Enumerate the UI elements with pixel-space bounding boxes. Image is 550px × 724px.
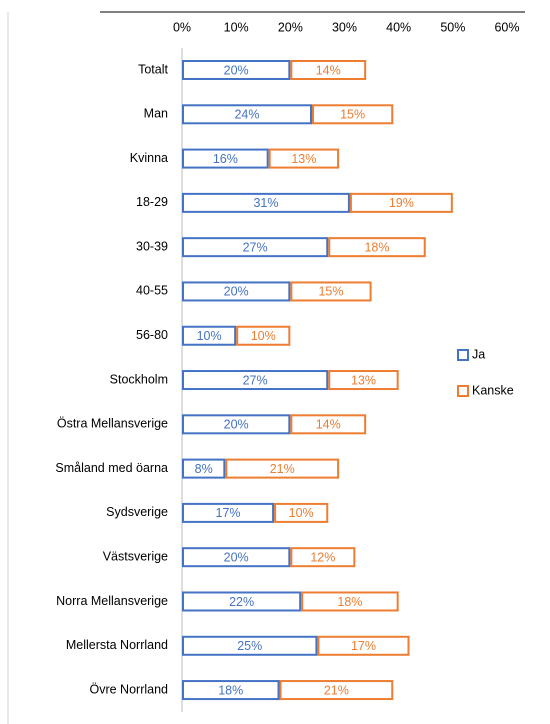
bar-segment — [274, 502, 329, 523]
bar-segment — [182, 281, 291, 302]
y-tick-label: 40-55 — [136, 284, 168, 298]
value-label: 14% — [316, 418, 341, 432]
bar-segment — [349, 192, 453, 213]
value-label: 13% — [351, 373, 376, 387]
bar-segment — [182, 370, 329, 391]
x-tick-label: 50% — [440, 20, 465, 34]
bar-segment — [312, 104, 394, 125]
bar-segment — [182, 60, 291, 80]
value-label: 20% — [224, 550, 249, 564]
value-label: 12% — [310, 550, 335, 564]
value-label: 14% — [316, 63, 341, 77]
value-label: 15% — [340, 108, 365, 122]
y-tick-label: Västsverige — [103, 549, 168, 563]
bar-segment — [182, 414, 291, 435]
x-tick-label: 0% — [173, 20, 191, 34]
y-tick-label: Norra Mellansverige — [56, 594, 168, 608]
value-label: 17% — [351, 639, 376, 653]
y-tick-label: Stockholm — [110, 372, 168, 386]
bar-segment — [290, 547, 356, 568]
value-label: 8% — [195, 462, 213, 476]
y-tick-label: 56-80 — [136, 328, 168, 342]
x-tick-label: 30% — [332, 20, 357, 34]
y-tick-label: Östra Mellansverige — [57, 417, 168, 431]
value-label: 13% — [291, 152, 316, 166]
y-tick-label: Småland med öarna — [55, 461, 168, 475]
value-label: 18% — [218, 683, 243, 697]
y-tick-label: Övre Norrland — [90, 682, 169, 696]
value-label: 10% — [251, 329, 276, 343]
bar-segment — [290, 281, 372, 302]
bar-segment — [290, 60, 367, 80]
bar-segment — [182, 325, 237, 346]
value-label: 27% — [243, 240, 268, 254]
value-label: 20% — [224, 418, 249, 432]
value-label: 21% — [270, 462, 295, 476]
value-label: 22% — [229, 595, 254, 609]
legend-swatch — [457, 385, 469, 397]
y-tick-label: Man — [144, 107, 168, 121]
bar-segment — [279, 680, 394, 701]
value-label: 17% — [216, 506, 241, 520]
bar-segment — [182, 502, 275, 523]
bar-segment — [182, 148, 269, 169]
value-label: 18% — [364, 240, 389, 254]
bar-segment — [182, 237, 329, 258]
x-tick-label: 60% — [494, 20, 519, 34]
bar-segment — [301, 591, 399, 612]
bar-segment — [182, 635, 318, 656]
y-tick-label: Mellersta Norrland — [66, 638, 168, 652]
bar-segment — [182, 458, 226, 479]
y-tick-label: 18-29 — [136, 195, 168, 209]
y-tick-label: 30-39 — [136, 239, 168, 253]
value-label: 20% — [224, 285, 249, 299]
value-label: 10% — [289, 506, 314, 520]
y-tick-label: Sydsverige — [106, 505, 168, 519]
value-label: 10% — [197, 329, 222, 343]
bar-segment — [328, 370, 399, 391]
value-label: 16% — [213, 152, 238, 166]
bar-segment — [182, 547, 291, 568]
bar-segment — [182, 591, 302, 612]
bar-segment — [182, 104, 312, 125]
legend-label: Ja — [472, 347, 485, 361]
bar-segment — [182, 192, 350, 213]
y-tick-label: Kvinna — [130, 151, 168, 165]
bar-segment — [317, 635, 410, 656]
value-label: 24% — [234, 108, 259, 122]
bar-segment — [225, 458, 340, 479]
x-tick-label: 40% — [386, 20, 411, 34]
value-label: 25% — [237, 639, 262, 653]
value-label: 19% — [389, 196, 414, 210]
legend-swatch — [457, 349, 469, 361]
x-tick-label: 20% — [278, 20, 303, 34]
legend-label: Kanske — [472, 383, 514, 397]
bar-segment — [268, 148, 340, 169]
value-label: 18% — [337, 595, 362, 609]
bar-segment — [182, 680, 280, 701]
value-label: 15% — [318, 285, 343, 299]
value-label: 27% — [243, 373, 268, 387]
y-tick-label: Totalt — [138, 62, 168, 76]
bar-segment — [236, 325, 291, 346]
value-label: 21% — [324, 683, 349, 697]
bar-segment — [328, 237, 426, 258]
value-label: 20% — [224, 63, 249, 77]
value-label: 31% — [253, 196, 278, 210]
x-tick-label: 10% — [224, 20, 249, 34]
bar-segment — [290, 414, 367, 435]
